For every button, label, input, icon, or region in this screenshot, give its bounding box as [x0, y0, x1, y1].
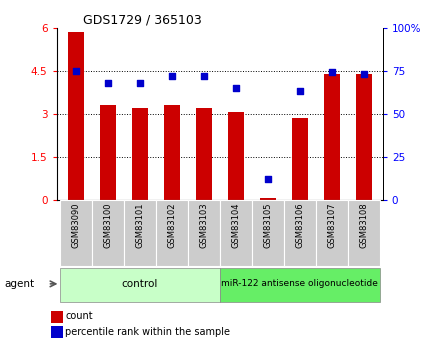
Bar	[187, 200, 219, 266]
Text: GDS1729 / 365103: GDS1729 / 365103	[82, 13, 201, 27]
Bar	[163, 105, 179, 200]
Point	[359, 71, 366, 77]
Bar	[219, 200, 251, 266]
Bar	[347, 200, 379, 266]
Text: GSM83107: GSM83107	[326, 202, 335, 248]
Text: control: control	[121, 279, 158, 289]
Point	[200, 73, 207, 79]
Bar	[92, 200, 123, 266]
Bar	[99, 105, 115, 200]
Text: GSM83108: GSM83108	[358, 202, 367, 248]
Text: percentile rank within the sample: percentile rank within the sample	[65, 327, 230, 337]
Bar	[227, 112, 243, 200]
Bar	[259, 198, 275, 200]
Text: GSM83101: GSM83101	[135, 202, 144, 248]
Bar	[51, 326, 63, 338]
Bar	[132, 108, 148, 200]
Text: count: count	[65, 312, 93, 321]
Point	[327, 70, 334, 75]
Text: GSM83106: GSM83106	[294, 202, 303, 248]
Bar	[251, 200, 283, 266]
Bar	[283, 200, 315, 266]
Point	[136, 80, 143, 86]
Bar	[51, 310, 63, 323]
Text: GSM83090: GSM83090	[71, 202, 80, 248]
Bar	[355, 73, 371, 200]
Text: GSM83103: GSM83103	[199, 202, 208, 248]
Bar	[59, 268, 219, 302]
Bar	[323, 73, 339, 200]
Point	[296, 89, 302, 94]
Bar	[68, 32, 83, 200]
Bar	[195, 108, 211, 200]
Bar	[155, 200, 187, 266]
Bar	[291, 118, 307, 200]
Point	[72, 68, 79, 73]
Text: GSM83102: GSM83102	[167, 202, 176, 248]
Point	[263, 177, 270, 182]
Text: GSM83104: GSM83104	[230, 202, 240, 248]
Text: GSM83105: GSM83105	[263, 202, 272, 248]
Point	[104, 80, 111, 86]
Bar	[123, 200, 155, 266]
Bar	[315, 200, 347, 266]
Bar	[59, 200, 92, 266]
Point	[232, 85, 239, 91]
Text: miR-122 antisense oligonucleotide: miR-122 antisense oligonucleotide	[221, 279, 377, 288]
Text: agent: agent	[4, 279, 34, 289]
Text: GSM83100: GSM83100	[103, 202, 112, 248]
Bar	[219, 268, 379, 302]
Point	[168, 73, 175, 79]
